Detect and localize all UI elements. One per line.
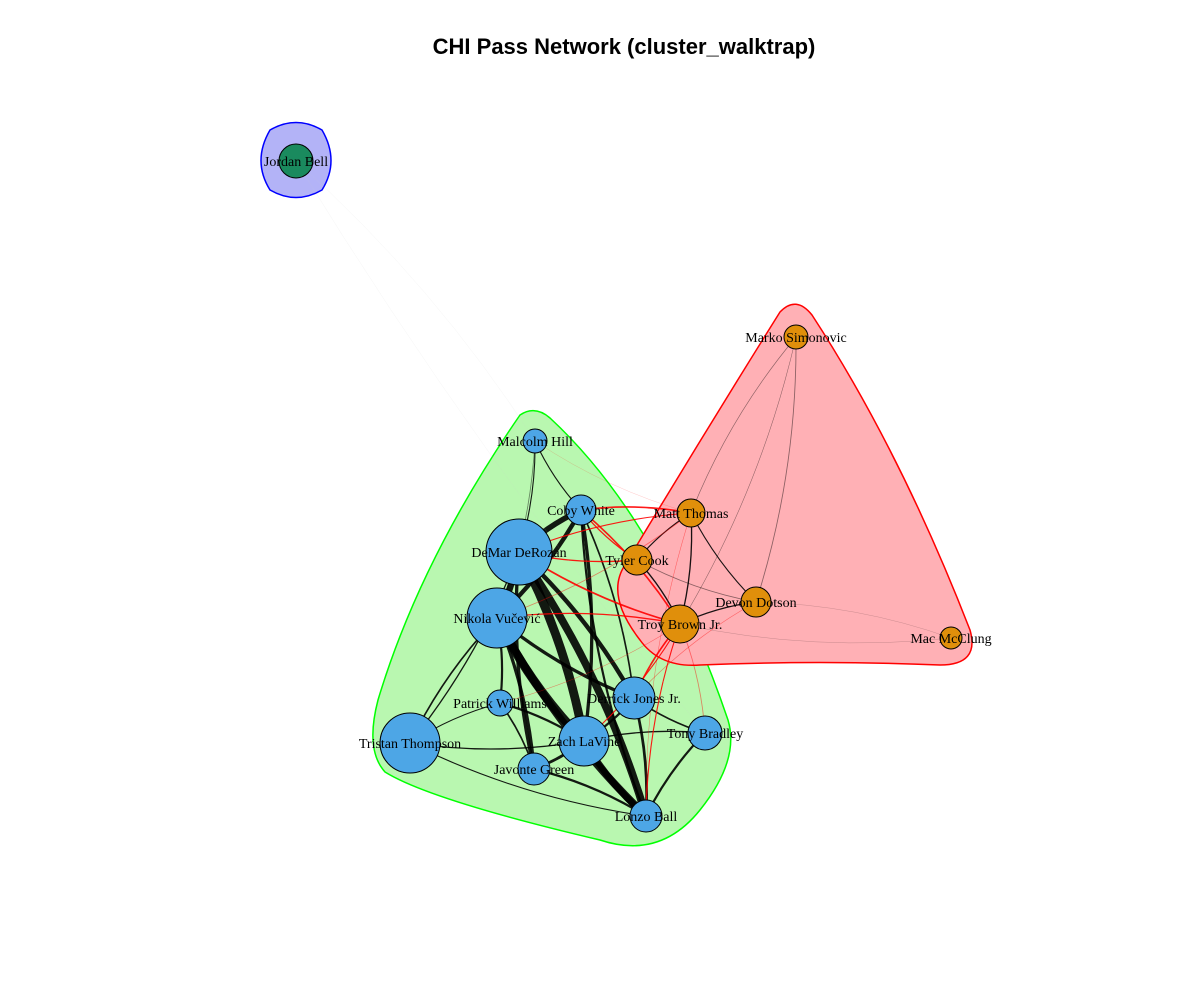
node-troy-brown-jr — [660, 604, 700, 644]
node-label-zach-lavine: Zach LaVine — [548, 735, 621, 750]
node-jordan-bell — [278, 143, 314, 179]
node-label-mac-mcclung: Mac McClung — [910, 632, 991, 647]
node-lonzo-ball — [629, 799, 663, 833]
edge-lonzo-ball-matt-thomas — [645, 512, 692, 817]
node-marko-simonovic — [783, 324, 809, 350]
node-label-troy-brown-jr: Troy Brown Jr. — [638, 618, 723, 633]
chart-title: CHI Pass Network (cluster_walktrap) — [432, 34, 816, 59]
edge-malcolm-hill-matt-thomas — [534, 440, 692, 514]
node-tristan-thompson — [379, 712, 441, 774]
edge-tristan-thompson-lonzo-ball — [409, 742, 647, 817]
node-label-devon-dotson: Devon Dotson — [715, 596, 796, 611]
node-label-jordan-bell: Jordan Bell — [264, 155, 328, 170]
edge-marko-simonovic-matt-thomas — [690, 336, 797, 514]
node-label-patrick-williams: Patrick Williams — [453, 697, 547, 712]
node-label-marko-simonovic: Marko Simonovic — [745, 331, 847, 346]
node-tony-bradley — [687, 715, 723, 751]
node-label-coby-white: Coby White — [547, 504, 615, 519]
hull-cluster-3 — [617, 303, 973, 667]
node-label-demar-derozan: DeMar DeRozan — [471, 546, 566, 561]
node-devon-dotson — [740, 586, 772, 618]
node-label-nikola-vucevic: Nikola Vučević — [453, 612, 540, 627]
node-label-derrick-jones-jr: Derrick Jones Jr. — [587, 692, 681, 707]
node-label-tyler-cook: Tyler Cook — [605, 554, 668, 569]
node-labels: Jordan Bell Malcolm Hill Coby White DeMar D… — [264, 155, 992, 825]
node-label-javonte-green: Javonte Green — [494, 763, 574, 778]
node-label-tony-bradley: Tony Bradley — [667, 727, 743, 742]
edge-patrick-williams-troy-brown-jr — [499, 623, 681, 704]
nodes — [278, 143, 963, 833]
node-coby-white — [565, 494, 597, 526]
edge-devon-dotson-mac-mcclung — [755, 601, 952, 639]
node-label-tristan-thompson: Tristan Thompson — [359, 737, 461, 752]
edge-troy-brown-jr-mac-mcclung — [679, 623, 952, 644]
node-mac-mcclung — [939, 626, 963, 650]
edge-coby-white-zach-lavine — [579, 509, 594, 742]
node-derrick-jones-jr — [612, 676, 656, 720]
node-tyler-cook — [621, 544, 653, 576]
node-patrick-williams — [486, 689, 514, 717]
edge-marko-simonovic-troy-brown-jr — [679, 336, 797, 625]
edge-jordan-bell-tony-bradley — [295, 160, 706, 734]
node-javonte-green — [517, 752, 551, 786]
node-zach-lavine — [558, 715, 610, 767]
node-label-matt-thomas: Matt Thomas — [654, 507, 729, 522]
node-label-malcolm-hill: Malcolm Hill — [497, 435, 573, 450]
node-demar-derozan — [485, 518, 553, 586]
node-label-lonzo-ball: Lonzo Ball — [615, 810, 678, 825]
edge-jordan-bell-malcolm-hill — [295, 160, 536, 442]
node-matt-thomas — [676, 498, 706, 528]
node-malcolm-hill — [522, 428, 548, 454]
edge-lonzo-ball-troy-brown-jr — [645, 623, 681, 817]
edge-coby-white-lonzo-ball — [579, 509, 648, 817]
edge-marko-simonovic-devon-dotson — [755, 336, 797, 603]
node-nikola-vucevic — [466, 587, 528, 649]
